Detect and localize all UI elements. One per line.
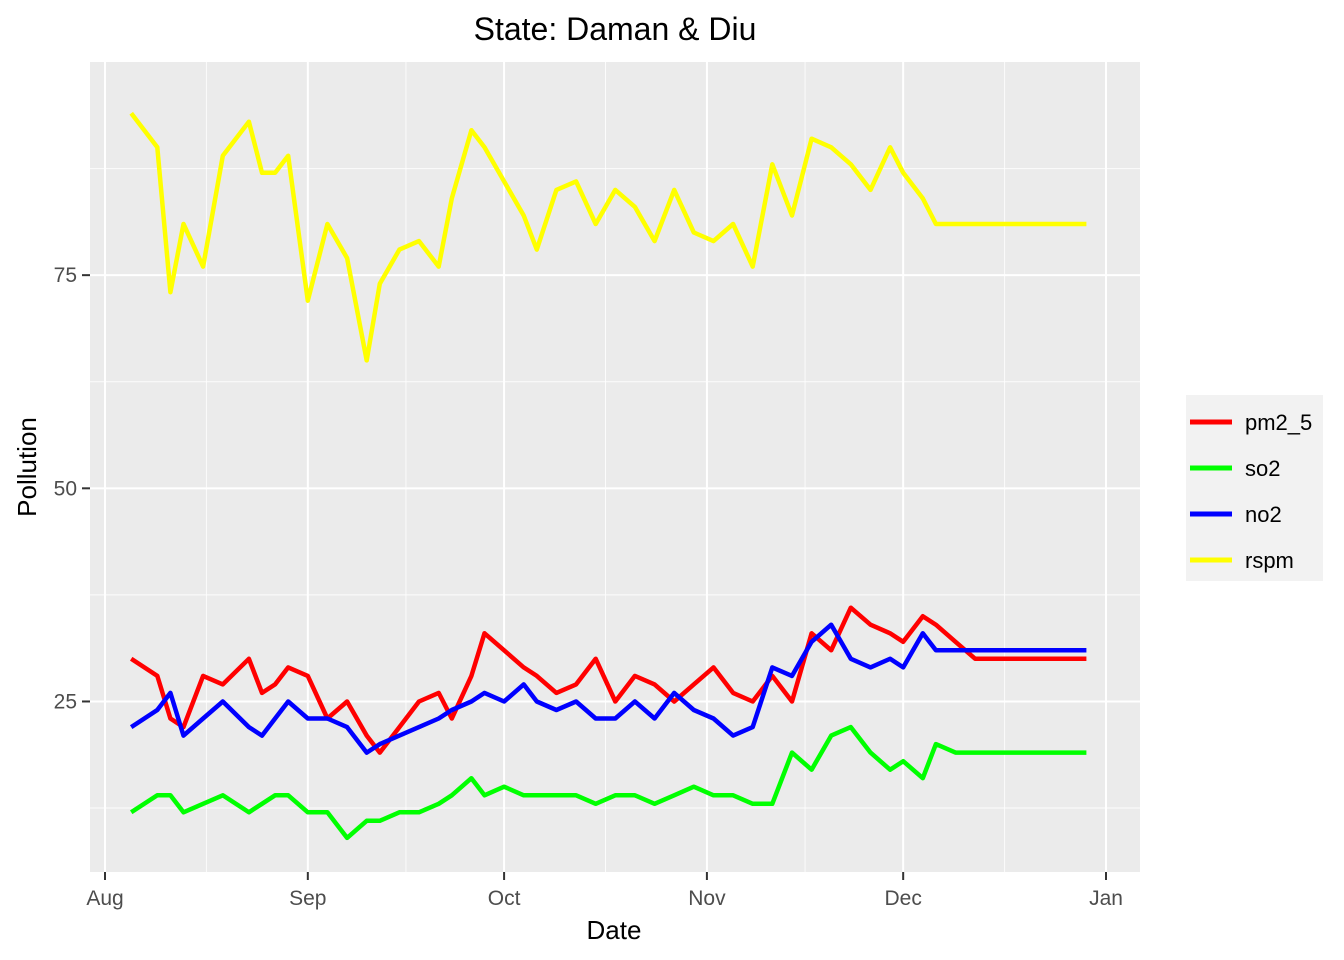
series-line-pm2-5 <box>129 605 1087 755</box>
series-line-so2 <box>129 724 1087 841</box>
minor-gridlines <box>90 62 1140 872</box>
x-axis: Aug Sep Oct Nov Dec Jan <box>86 872 1123 910</box>
x-tick-label: Dec <box>885 887 922 910</box>
series-line-rspm <box>129 111 1087 363</box>
x-tick-label: Nov <box>688 887 726 910</box>
y-axis: 25 50 75 <box>54 264 90 713</box>
legend: pm2_5 so2 no2 rspm <box>1186 395 1323 581</box>
x-axis-title: Date <box>587 915 642 945</box>
series-line-no2 <box>129 622 1087 755</box>
x-tick-label: Aug <box>86 887 123 910</box>
legend-label-no2: no2 <box>1245 502 1282 527</box>
legend-label-rspm: rspm <box>1245 548 1294 573</box>
y-tick-label: 75 <box>54 264 77 287</box>
y-axis-title: Pollution <box>12 417 42 517</box>
x-tick-label: Sep <box>289 887 326 910</box>
y-tick-label: 50 <box>54 477 77 500</box>
plot-panel <box>90 62 1140 872</box>
chart-title: State: Daman & Diu <box>474 11 757 47</box>
x-tick-label: Oct <box>488 887 521 910</box>
y-tick-label: 25 <box>54 690 77 713</box>
series-lines <box>129 111 1087 841</box>
legend-label-pm2-5: pm2_5 <box>1245 410 1312 435</box>
legend-label-so2: so2 <box>1245 456 1280 481</box>
legend-background <box>1186 395 1323 581</box>
x-tick-label: Jan <box>1089 887 1123 910</box>
